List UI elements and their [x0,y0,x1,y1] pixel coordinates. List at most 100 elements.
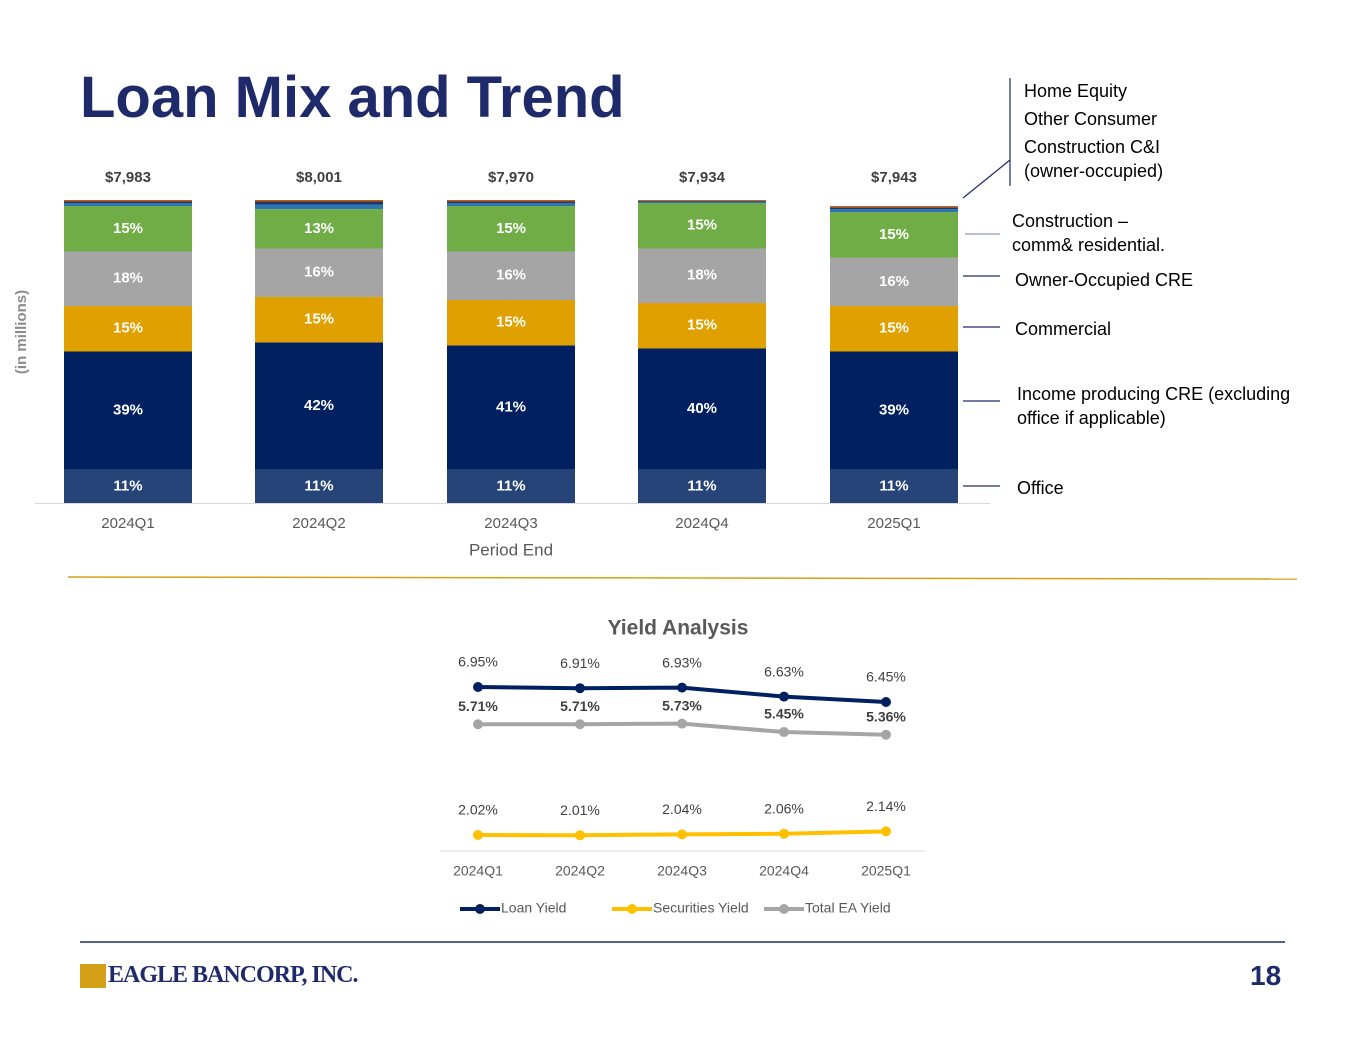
bar-segment [447,345,575,470]
marker [881,729,891,740]
bar-segment [255,248,383,297]
marker [779,727,789,738]
legend-entry: Loan Yield [501,900,566,916]
legend-entry: Other Consumer [1024,109,1158,129]
marker [575,830,585,841]
legend-entry: Home Equity [1024,81,1128,101]
bar-segment [64,469,192,503]
data-label: 15% [687,217,717,234]
total-label: $8,001 [296,169,342,186]
data-label: 2.06% [764,800,804,816]
legend-entry: Income producing CRE (excluding office i… [1017,384,1291,428]
bar-segment [638,200,766,202]
data-label: 15% [304,311,334,328]
chart-title: Yield Analysis [608,617,749,640]
page-number: 18 [1250,960,1282,991]
data-label: 2.04% [662,801,702,817]
bar-segment [638,348,766,470]
data-label: 2.01% [560,802,600,818]
data-label: 5.73% [662,697,702,713]
bar-segment [638,200,766,201]
bar-segment [64,251,192,307]
data-label: 15% [113,320,143,337]
data-label: 16% [304,264,334,281]
bar-segment [447,469,575,503]
bar-segment [447,251,575,300]
bar-segment [255,209,383,249]
bar-segment [447,299,575,346]
x-axis-label: Period End [469,540,553,559]
bar-segment [830,257,958,307]
data-label: 18% [687,267,717,284]
bar-segment [64,351,192,470]
total-label: $7,970 [488,169,534,186]
data-label: 11% [879,477,908,494]
x-tick-label: 2024Q3 [484,515,537,532]
bar-segment [638,203,766,249]
data-label: 11% [113,477,142,494]
bar-segment [255,201,383,205]
marker [677,829,687,840]
separator [67,576,1298,580]
data-label: 39% [879,402,909,419]
bar-segment [638,469,766,503]
data-label: 13% [304,220,334,237]
data-label: 15% [879,226,909,243]
bar-segment [64,203,192,207]
bar-segment [255,469,383,503]
x-tick-label: 2025Q1 [867,515,920,532]
bar-segment [447,201,575,204]
marker [473,719,483,730]
bar-segment [638,201,766,204]
data-label: 41% [496,399,526,416]
marker [677,682,687,693]
bar-segment [64,306,192,352]
legend-entry: Commercial [1015,319,1112,339]
bar-segment [447,203,575,207]
legend-entry: Construction C&I (owner-occupied) [1024,137,1164,181]
marker [779,828,789,839]
legend-marker [475,904,485,914]
data-label: 6.93% [662,654,702,670]
x-tick-label: 2024Q1 [453,863,503,879]
data-label: 40% [687,400,717,417]
data-label: 15% [496,220,526,237]
data-label: 15% [687,317,717,334]
total-label: $7,934 [679,169,726,186]
legend-entry: Owner-Occupied CRE [1015,270,1194,290]
data-label: 5.71% [560,698,600,714]
x-tick-label: 2024Q1 [101,515,154,532]
data-label: 15% [879,320,909,337]
bar-segment [830,351,958,470]
bar-segment [255,342,383,470]
bar-segment [255,296,383,343]
legend-entry: Construction – comm& residential. [1012,211,1166,255]
marker [677,718,687,729]
data-label: 6.95% [458,654,498,670]
data-label: 16% [496,267,526,284]
data-label: 39% [113,402,143,419]
data-label: 15% [113,220,143,237]
marker [779,691,789,702]
marker [575,719,585,730]
x-tick-label: 2025Q1 [861,863,911,879]
bar-segment [830,306,958,352]
bar-segment [255,204,383,210]
total-label: $7,943 [871,169,917,186]
bar-segment [638,303,766,349]
marker [881,826,891,837]
data-label: 11% [304,477,333,494]
legend-marker [627,904,637,914]
marker [473,829,483,840]
x-tick-label: 2024Q4 [759,863,809,879]
x-tick-label: 2024Q2 [292,515,345,532]
marker [575,683,585,694]
slide-title: Loan Mix and Trend [80,65,625,130]
data-label: 6.91% [560,655,600,671]
legend-entry: Office [1017,478,1064,498]
data-label: 42% [304,397,334,414]
x-tick-label: 2024Q4 [675,515,728,532]
data-label: 5.45% [764,706,804,722]
leader-lines [962,78,1011,487]
